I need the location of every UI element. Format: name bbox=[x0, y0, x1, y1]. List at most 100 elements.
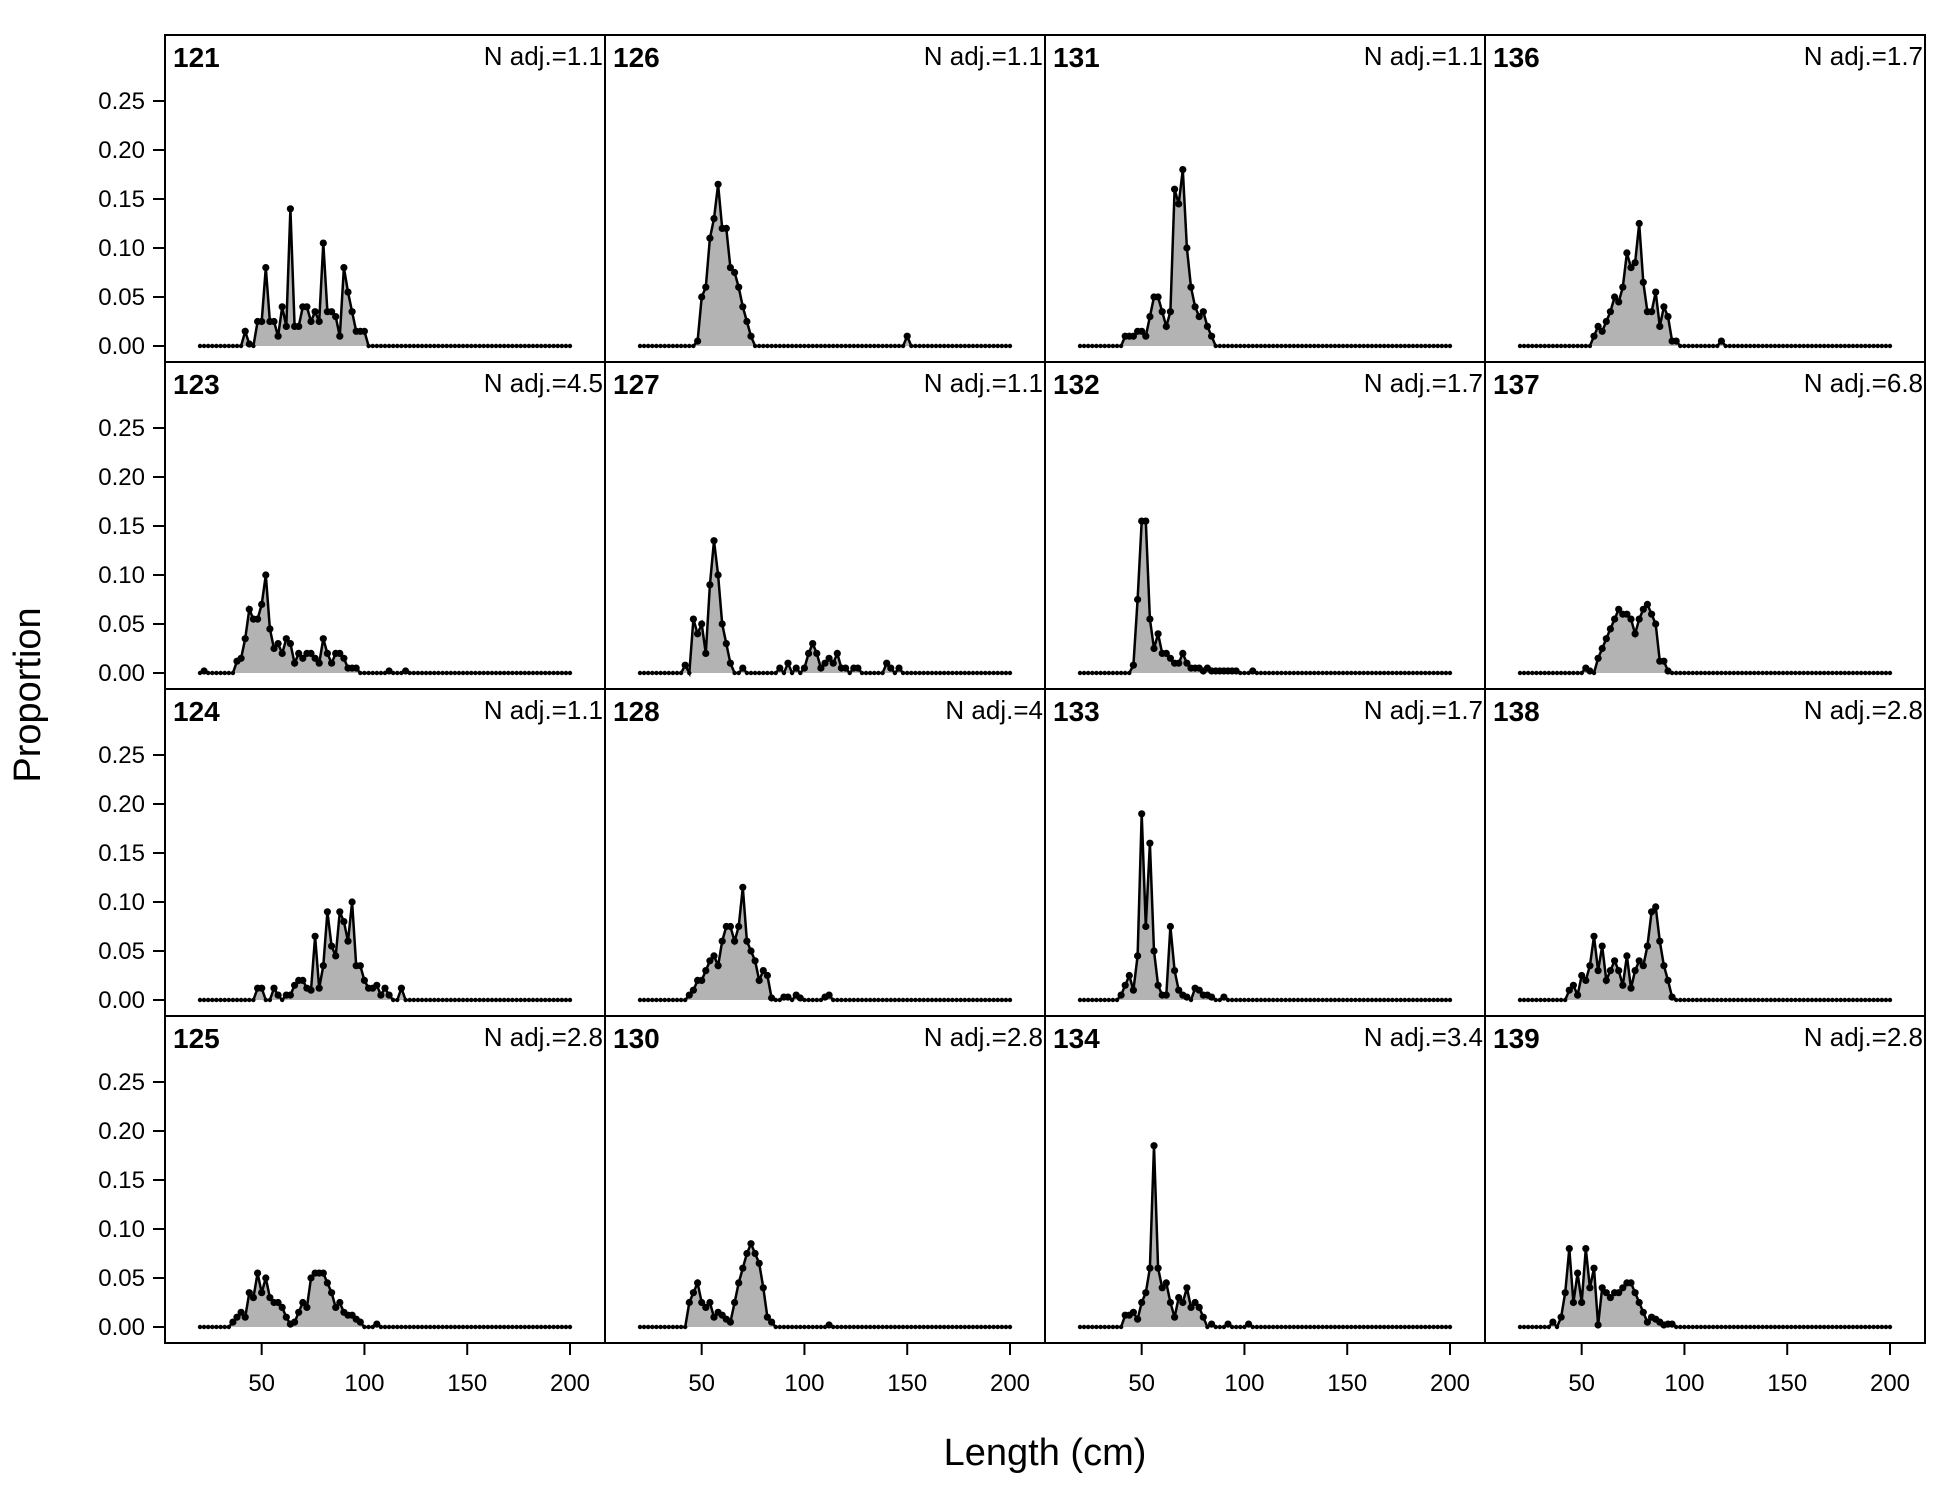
data-point bbox=[1702, 343, 1708, 349]
data-point bbox=[905, 670, 910, 676]
panel-133: 133 N adj.=1.7 bbox=[1044, 688, 1486, 1017]
data-point bbox=[1238, 997, 1243, 1003]
data-point bbox=[1007, 1324, 1013, 1330]
area-131 bbox=[1080, 169, 1450, 346]
data-point bbox=[1859, 997, 1864, 1003]
panel-138: 138 N adj.=2.8 bbox=[1484, 688, 1926, 1017]
data-point bbox=[1166, 922, 1174, 931]
data-point bbox=[473, 1324, 478, 1330]
data-point bbox=[847, 343, 852, 349]
data-point bbox=[1887, 997, 1893, 1003]
data-point bbox=[423, 670, 429, 676]
x-tick-label: 50 bbox=[248, 1370, 275, 1397]
data-point bbox=[1526, 343, 1531, 349]
data-point bbox=[377, 991, 385, 999]
data-point bbox=[1669, 670, 1675, 676]
data-point bbox=[267, 997, 273, 1003]
data-point bbox=[1567, 670, 1572, 676]
data-point bbox=[987, 997, 992, 1003]
data-point bbox=[1656, 322, 1664, 330]
data-point bbox=[1772, 997, 1778, 1003]
data-point bbox=[210, 1324, 215, 1330]
data-point bbox=[299, 976, 307, 985]
data-point bbox=[1353, 670, 1358, 676]
y-tick-label: 0.05 bbox=[98, 938, 145, 965]
data-point bbox=[506, 343, 511, 349]
data-point bbox=[755, 1259, 763, 1267]
data-point bbox=[1353, 343, 1358, 349]
data-point bbox=[510, 670, 515, 676]
data-point bbox=[1203, 322, 1211, 330]
data-point bbox=[530, 670, 536, 676]
data-point bbox=[452, 343, 458, 349]
data-point bbox=[1361, 343, 1366, 349]
data-point bbox=[1312, 343, 1317, 349]
data-point bbox=[1003, 343, 1009, 349]
data-point bbox=[295, 649, 303, 658]
data-point bbox=[1299, 997, 1305, 1003]
data-point bbox=[1279, 997, 1284, 1003]
data-point bbox=[814, 1324, 819, 1330]
panel-label: 139 bbox=[1493, 1023, 1540, 1054]
data-point bbox=[444, 670, 449, 676]
data-point bbox=[1129, 986, 1137, 994]
data-point bbox=[1345, 670, 1350, 676]
data-point bbox=[1208, 993, 1216, 1001]
data-point bbox=[958, 1324, 963, 1330]
data-point bbox=[436, 343, 441, 349]
data-point bbox=[567, 1324, 573, 1330]
data-point bbox=[979, 343, 984, 349]
data-point bbox=[1694, 670, 1700, 676]
data-point bbox=[785, 343, 791, 349]
x-tick-label: 100 bbox=[1224, 1370, 1264, 1397]
data-point bbox=[234, 343, 240, 349]
x-tick-label: 150 bbox=[447, 1370, 487, 1397]
data-point bbox=[534, 997, 540, 1003]
data-point bbox=[670, 997, 676, 1003]
data-point bbox=[206, 670, 211, 676]
data-point bbox=[1557, 1313, 1565, 1321]
data-point bbox=[896, 997, 902, 1003]
data-point bbox=[743, 1249, 751, 1258]
data-point bbox=[319, 635, 327, 643]
data-point bbox=[802, 343, 807, 349]
data-point bbox=[1546, 1324, 1552, 1330]
data-point bbox=[917, 1324, 922, 1330]
panel-frame bbox=[1044, 34, 1486, 363]
data-point bbox=[370, 343, 375, 349]
data-point bbox=[518, 670, 523, 676]
data-point bbox=[218, 343, 223, 349]
data-point bbox=[1611, 293, 1619, 301]
data-point bbox=[456, 343, 462, 349]
data-point bbox=[1817, 1324, 1823, 1330]
data-point bbox=[1590, 932, 1598, 940]
data-point bbox=[1098, 997, 1103, 1003]
data-point bbox=[378, 1324, 384, 1330]
data-point bbox=[485, 1324, 490, 1330]
data-point bbox=[1427, 997, 1432, 1003]
data-point bbox=[1249, 667, 1257, 675]
data-point bbox=[896, 1324, 902, 1330]
data-point bbox=[258, 317, 266, 326]
data-point bbox=[1435, 670, 1440, 676]
data-point bbox=[1357, 997, 1362, 1003]
data-point bbox=[1764, 1324, 1769, 1330]
data-point bbox=[534, 343, 540, 349]
data-point bbox=[887, 664, 895, 672]
data-point bbox=[469, 670, 474, 676]
data-point bbox=[444, 343, 449, 349]
data-point bbox=[1772, 343, 1778, 349]
data-point bbox=[1797, 670, 1802, 676]
data-point bbox=[1353, 997, 1358, 1003]
data-point bbox=[395, 997, 400, 1003]
n-adj-label: N adj.=6.8 bbox=[1804, 368, 1923, 398]
data-point bbox=[1443, 1324, 1449, 1330]
data-point bbox=[1590, 1264, 1598, 1272]
data-point bbox=[258, 984, 266, 992]
data-point bbox=[1656, 937, 1664, 945]
data-point bbox=[1250, 1324, 1255, 1330]
data-point bbox=[510, 1324, 515, 1330]
data-point bbox=[1752, 343, 1757, 349]
data-point bbox=[1427, 343, 1432, 349]
data-point bbox=[1390, 997, 1395, 1003]
